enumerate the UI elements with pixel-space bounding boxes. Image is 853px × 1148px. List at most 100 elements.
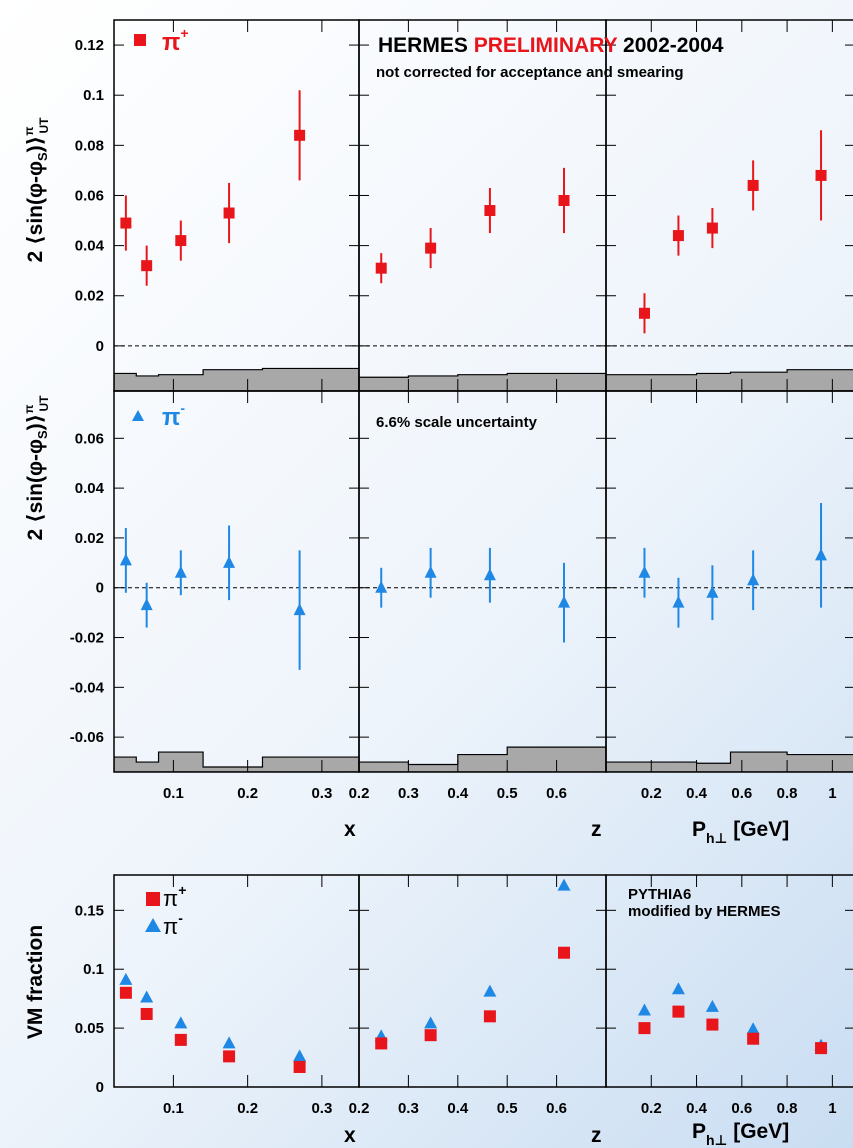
legend-pi-minus-middle: π- [132, 400, 185, 431]
vm-pi-minus-point [671, 982, 685, 995]
y-tick-label: -0.04 [70, 679, 105, 696]
vm-pi-plus-point [293, 1060, 306, 1073]
banner-prefix: HERMES [378, 34, 474, 57]
banner-note: not corrected for acceptance and smearin… [376, 64, 684, 81]
vm-pi-plus-point [140, 1007, 153, 1020]
vm-pi-minus-point [174, 1016, 188, 1029]
pi-plus-point [375, 262, 387, 274]
y-tick-label: 0 [96, 580, 104, 597]
panel-frame [358, 874, 607, 1088]
systematic-band [605, 751, 853, 772]
x-axis-title-pt-middle: Ph⊥ [GeV] [692, 818, 789, 846]
y-tick-label: 0.08 [75, 137, 104, 154]
y-tick-label: 0.06 [75, 187, 104, 204]
x-tick-label: 0.8 [777, 785, 798, 802]
pi-plus-point [294, 129, 306, 141]
vm-pi-plus-point [815, 1042, 828, 1055]
systematic-band [358, 372, 607, 391]
x-tick-label: 0.5 [497, 785, 518, 802]
panel-frame [358, 390, 607, 773]
vm-pi-plus-point [747, 1032, 760, 1045]
y-axis-title-bottom: VM fraction [24, 925, 47, 1039]
x-axis-title-x-middle: x [344, 818, 356, 841]
x-tick-label: 0.6 [546, 1100, 567, 1117]
pi-plus-point [120, 217, 132, 229]
x-tick-label: 0.2 [237, 1100, 258, 1117]
vm-pi-minus-point [293, 1049, 307, 1062]
banner-suffix: 2002-2004 [617, 34, 724, 57]
systematic-bands [114, 367, 853, 772]
axis-ticks [114, 20, 853, 1088]
svg-text:2 ⟨sin(φ-φS)⟩πUT: 2 ⟨sin(φ-φS)⟩πUT [22, 117, 51, 263]
y-tick-label: -0.02 [70, 630, 104, 647]
pi-minus-point [424, 565, 437, 578]
x-tick-label: 0.1 [163, 1100, 184, 1117]
pi-plus-point [638, 307, 650, 319]
x-tick-label: 0.6 [731, 785, 752, 802]
pi-minus-point [174, 565, 187, 578]
vm-pi-plus-point [706, 1018, 719, 1031]
panel-frame [605, 874, 853, 1088]
x-tick-label: 0.4 [447, 785, 469, 802]
vm-pi-minus-point [140, 990, 154, 1003]
vm-pi-plus-point [672, 1005, 685, 1018]
x-tick-label: 0.3 [311, 785, 332, 802]
pi-minus-point [558, 595, 571, 608]
banner-highlight: PRELIMINARY [474, 34, 618, 57]
x-axis-title-pt-bottom: Ph⊥ [GeV] [692, 1120, 789, 1148]
y-tick-label: 0.1 [83, 87, 104, 104]
y-tick-label: 0.1 [83, 961, 104, 978]
svg-text:π+: π+ [162, 25, 189, 56]
svg-text:π-: π- [163, 910, 183, 939]
vm-pi-minus-point [746, 1022, 760, 1035]
pi-minus-point [815, 548, 828, 561]
scale-uncertainty-note: 6.6% scale uncertainty [376, 414, 538, 431]
x-tick-label: 0.6 [546, 785, 567, 802]
pi-plus-point [558, 194, 570, 206]
pi-minus-point [140, 598, 153, 611]
pi-minus-point [483, 568, 496, 581]
vm-pi-plus-point [174, 1033, 187, 1046]
y-tick-label: 0 [96, 338, 104, 355]
y-tick-label: 0.02 [75, 530, 104, 547]
x-tick-label: 0.4 [686, 1100, 708, 1117]
pi-plus-point [672, 230, 684, 242]
pi-plus-point [141, 260, 153, 272]
svg-text:HERMES PRELIMINARY 2002-2004: HERMES PRELIMINARY 2002-2004 [378, 34, 724, 57]
vm-pi-minus-point [557, 878, 571, 891]
y-tick-label: 0.12 [75, 37, 104, 54]
x-axis-title-x-bottom: x [344, 1124, 356, 1147]
data-points [119, 90, 828, 1073]
vm-pi-minus-point [705, 999, 719, 1012]
y-axis-title-middle: 2 ⟨sin(φ-φS)⟩πUT [22, 395, 51, 541]
pi-minus-point [119, 553, 132, 566]
model-note-line2: modified by HERMES [628, 903, 781, 920]
pi-minus-point [223, 555, 236, 568]
vm-pi-minus-point [483, 984, 497, 997]
vm-pi-plus-point [558, 946, 571, 959]
vm-pi-plus-point [223, 1050, 236, 1063]
vm-pi-minus-point [119, 972, 133, 985]
pi-plus-point [425, 242, 437, 254]
pi-minus-point [672, 595, 685, 608]
legend-bottom: π+ π- [145, 882, 186, 939]
panel-frames [113, 19, 853, 1088]
x-axis-title-z-middle: z [591, 818, 602, 841]
pi-minus-point [375, 580, 388, 593]
y-tick-label: -0.06 [70, 729, 104, 746]
model-note-line1: PYTHIA6 [628, 886, 691, 903]
pi-plus-point [175, 235, 187, 247]
banner: HERMES PRELIMINARY 2002-2004 not correct… [376, 34, 724, 81]
vm-pi-minus-point [637, 1003, 651, 1016]
panel-frame [605, 390, 853, 773]
x-tick-label: 0.1 [163, 785, 184, 802]
panel-frame [113, 19, 360, 392]
x-tick-label: 0.4 [686, 785, 708, 802]
x-tick-label: 0.2 [349, 785, 370, 802]
panel-frame [113, 874, 360, 1088]
x-tick-label: 0.2 [237, 785, 258, 802]
y-tick-label: 0.15 [75, 902, 104, 919]
x-tick-label: 0.2 [349, 1100, 370, 1117]
x-tick-label: 0.3 [398, 1100, 419, 1117]
